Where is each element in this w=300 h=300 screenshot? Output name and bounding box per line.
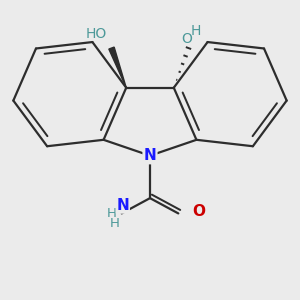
Text: N: N bbox=[116, 198, 129, 213]
Text: O: O bbox=[193, 204, 206, 219]
Text: O: O bbox=[181, 32, 192, 46]
Text: H: H bbox=[191, 24, 201, 38]
Text: HO: HO bbox=[85, 27, 107, 41]
Text: N: N bbox=[144, 148, 156, 163]
Polygon shape bbox=[109, 47, 126, 88]
Text: H: H bbox=[106, 207, 116, 220]
Text: H: H bbox=[110, 217, 120, 230]
